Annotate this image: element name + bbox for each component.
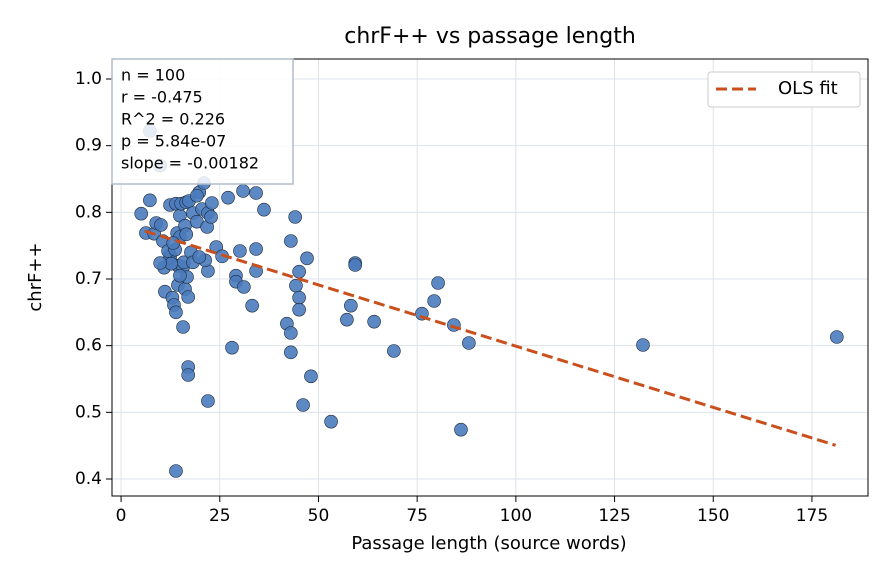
point [344, 298, 358, 313]
x-tick-label: 50 [308, 506, 330, 526]
legend-box [707, 71, 861, 108]
point [454, 422, 468, 437]
point [181, 290, 195, 304]
y-tick-label: 0.7 [75, 269, 102, 289]
point [225, 340, 239, 355]
point [190, 188, 204, 203]
point [304, 369, 318, 384]
point [367, 314, 381, 329]
point [636, 338, 650, 352]
point [324, 414, 338, 429]
point [237, 280, 251, 294]
point [173, 268, 187, 283]
point [296, 398, 310, 412]
point [176, 320, 190, 334]
point [204, 210, 218, 224]
point [284, 234, 298, 248]
point [134, 206, 149, 221]
stats-text: r = -0.475 [121, 88, 203, 107]
x-tick-label: 75 [406, 506, 428, 526]
point [233, 244, 247, 258]
point [427, 294, 441, 308]
point [340, 312, 354, 327]
chart-title: chrF++ vs passage length [344, 24, 636, 49]
point [292, 290, 306, 305]
y-tick-label: 0.4 [75, 469, 102, 489]
point [192, 250, 207, 264]
point [249, 242, 263, 256]
legend-label: OLS fit [778, 78, 838, 99]
point [245, 298, 259, 313]
point [289, 278, 303, 293]
x-tick-label: 25 [209, 506, 231, 526]
point [205, 196, 219, 210]
point [292, 302, 306, 317]
point [830, 330, 844, 344]
x-tick-label: 100 [500, 506, 532, 526]
fit-line [144, 229, 837, 447]
x-axis-label: Passage length (source words) [351, 533, 626, 554]
plot-frame [111, 58, 869, 497]
y-tick-label: 1.0 [75, 69, 102, 89]
x-tick-label: 0 [116, 506, 127, 526]
point [300, 251, 314, 266]
y-tick-label: 0.6 [75, 336, 102, 356]
x-tick-label: 125 [598, 506, 630, 526]
stats-text: slope = -0.00182 [121, 154, 259, 173]
point [462, 336, 476, 350]
point [348, 258, 362, 272]
stats-text: R^2 = 0.226 [121, 110, 225, 129]
point [284, 345, 298, 360]
x-tick-label: 150 [697, 506, 729, 526]
point [179, 227, 194, 242]
y-tick-label: 0.5 [75, 402, 102, 422]
y-tick-label: 0.8 [75, 202, 102, 222]
x-tick-label: 175 [796, 506, 828, 526]
point [169, 464, 183, 478]
stats-box [111, 58, 294, 185]
point [201, 394, 215, 408]
point [154, 218, 168, 232]
stats-text: p = 5.84e-07 [121, 132, 226, 151]
point [387, 344, 401, 358]
y-tick-label: 0.9 [75, 136, 102, 156]
point [292, 264, 306, 279]
point [169, 305, 183, 320]
point [221, 190, 235, 205]
y-axis-label: chrF++ [25, 242, 46, 311]
point [153, 256, 167, 270]
point [431, 276, 445, 290]
stats-text: n = 100 [121, 66, 185, 85]
point [288, 210, 302, 224]
point [236, 184, 250, 198]
point [143, 193, 157, 208]
point [284, 326, 298, 340]
point [257, 202, 271, 217]
point [249, 186, 263, 200]
point [181, 368, 195, 382]
